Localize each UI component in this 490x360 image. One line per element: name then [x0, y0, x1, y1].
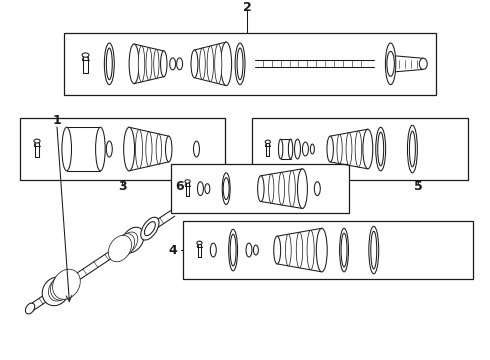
Ellipse shape — [229, 229, 238, 271]
Ellipse shape — [82, 53, 89, 57]
Ellipse shape — [166, 136, 172, 162]
Ellipse shape — [410, 131, 416, 167]
Ellipse shape — [62, 127, 72, 171]
Ellipse shape — [387, 51, 394, 76]
Ellipse shape — [355, 131, 362, 167]
Ellipse shape — [369, 226, 379, 274]
Ellipse shape — [52, 269, 80, 299]
Ellipse shape — [145, 222, 155, 235]
Ellipse shape — [302, 142, 308, 156]
Ellipse shape — [237, 48, 243, 80]
Ellipse shape — [340, 228, 348, 272]
Ellipse shape — [307, 230, 314, 270]
Bar — [20, 118, 225, 180]
Ellipse shape — [122, 227, 144, 253]
Ellipse shape — [197, 182, 203, 195]
Text: 6: 6 — [175, 180, 184, 193]
Ellipse shape — [386, 43, 396, 85]
Ellipse shape — [315, 182, 320, 195]
Ellipse shape — [265, 140, 270, 144]
Ellipse shape — [289, 171, 295, 207]
Ellipse shape — [146, 132, 152, 166]
Ellipse shape — [141, 217, 159, 240]
Ellipse shape — [96, 127, 105, 171]
Ellipse shape — [185, 180, 190, 183]
Ellipse shape — [258, 176, 264, 202]
Ellipse shape — [170, 58, 176, 70]
Ellipse shape — [42, 277, 69, 306]
Ellipse shape — [279, 172, 285, 205]
Ellipse shape — [106, 48, 112, 80]
Ellipse shape — [197, 241, 202, 244]
Ellipse shape — [317, 228, 327, 272]
Ellipse shape — [199, 48, 205, 80]
Ellipse shape — [286, 234, 291, 266]
Ellipse shape — [408, 125, 417, 173]
Ellipse shape — [223, 178, 229, 199]
Ellipse shape — [310, 144, 315, 154]
Ellipse shape — [50, 273, 75, 300]
Ellipse shape — [194, 141, 199, 157]
Ellipse shape — [161, 51, 167, 77]
Ellipse shape — [177, 58, 183, 70]
Ellipse shape — [222, 173, 230, 204]
Ellipse shape — [346, 133, 352, 165]
Ellipse shape — [215, 44, 222, 84]
Ellipse shape — [378, 132, 384, 166]
Ellipse shape — [230, 234, 236, 266]
Bar — [171, 164, 349, 213]
Ellipse shape — [34, 139, 40, 143]
Ellipse shape — [371, 231, 377, 269]
Ellipse shape — [269, 174, 274, 203]
Ellipse shape — [419, 58, 427, 69]
Ellipse shape — [49, 277, 70, 301]
Ellipse shape — [104, 43, 114, 85]
Ellipse shape — [220, 42, 232, 86]
Bar — [64, 33, 436, 95]
Ellipse shape — [114, 234, 135, 258]
Text: 3: 3 — [118, 180, 126, 193]
Ellipse shape — [294, 139, 300, 159]
Ellipse shape — [296, 232, 303, 268]
Text: 2: 2 — [243, 1, 251, 14]
Ellipse shape — [136, 130, 143, 168]
Ellipse shape — [278, 139, 283, 159]
Ellipse shape — [289, 139, 293, 159]
Ellipse shape — [235, 43, 245, 85]
Text: 1: 1 — [52, 114, 61, 127]
Ellipse shape — [253, 245, 258, 255]
Ellipse shape — [205, 184, 210, 194]
Ellipse shape — [106, 141, 112, 157]
Bar — [183, 221, 473, 279]
Ellipse shape — [191, 50, 198, 78]
Ellipse shape — [129, 44, 139, 84]
Ellipse shape — [25, 303, 35, 314]
Ellipse shape — [119, 232, 138, 254]
Ellipse shape — [341, 233, 347, 267]
Ellipse shape — [154, 49, 159, 78]
Text: 5: 5 — [414, 180, 423, 193]
Ellipse shape — [274, 236, 281, 264]
Ellipse shape — [327, 136, 333, 162]
Ellipse shape — [138, 46, 145, 82]
Ellipse shape — [363, 129, 373, 169]
Ellipse shape — [210, 243, 216, 257]
Text: 4: 4 — [169, 244, 177, 257]
Ellipse shape — [156, 134, 162, 164]
Bar — [252, 118, 468, 180]
Ellipse shape — [207, 46, 214, 82]
Ellipse shape — [376, 127, 386, 171]
Ellipse shape — [123, 127, 135, 171]
Ellipse shape — [246, 243, 252, 257]
Ellipse shape — [108, 235, 131, 262]
Ellipse shape — [146, 48, 152, 80]
Ellipse shape — [337, 134, 342, 164]
Ellipse shape — [297, 169, 307, 208]
